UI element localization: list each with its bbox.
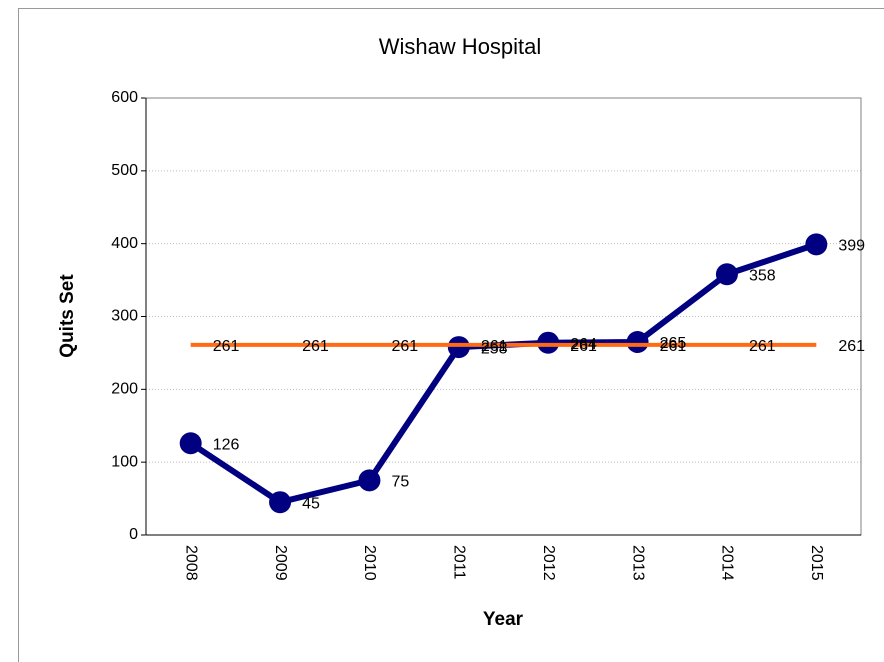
chart-title: Wishaw Hospital	[379, 34, 542, 59]
y-axis-label: Quits Set	[57, 274, 78, 358]
data-label: 265	[660, 335, 687, 352]
y-tick-label: 400	[111, 235, 138, 252]
data-label: 261	[570, 338, 597, 355]
x-tick-label: 2008	[182, 545, 199, 581]
data-label: 399	[838, 238, 865, 255]
y-tick-label: 500	[111, 162, 138, 179]
x-tick-label: 2013	[629, 545, 646, 581]
x-axis-label: Year	[483, 609, 524, 630]
data-label: 261	[481, 338, 508, 355]
data-point	[805, 233, 828, 256]
data-label: 261	[302, 338, 329, 355]
data-label: 261	[213, 338, 240, 355]
data-point	[715, 263, 738, 286]
data-point	[626, 330, 649, 353]
x-tick-label: 2014	[719, 545, 736, 581]
data-point	[447, 336, 470, 359]
data-point	[358, 469, 381, 492]
x-tick-label: 2011	[451, 545, 468, 580]
data-label: 258	[481, 340, 508, 357]
data-point	[537, 331, 560, 354]
y-tick-label: 600	[111, 89, 138, 106]
x-tick-label: 2015	[808, 545, 825, 581]
chart-frame	[18, 8, 884, 662]
data-point	[269, 491, 292, 514]
data-label: 261	[749, 338, 776, 355]
data-label: 75	[391, 474, 409, 491]
x-tick-label: 2010	[361, 545, 378, 581]
x-tick-label: 2009	[272, 545, 289, 581]
data-point	[179, 432, 202, 455]
y-tick-label: 200	[111, 381, 138, 398]
data-label: 126	[213, 436, 240, 453]
data-label: 261	[391, 338, 418, 355]
y-tick-label: 100	[111, 453, 138, 470]
y-tick-label: 300	[111, 308, 138, 325]
data-label: 261	[660, 338, 687, 355]
x-tick-label: 2012	[540, 545, 557, 581]
data-label: 261	[838, 338, 865, 355]
data-label: 264	[570, 336, 597, 353]
data-label: 45	[302, 495, 320, 512]
y-tick-label: 0	[129, 526, 138, 543]
data-label: 358	[749, 267, 776, 284]
